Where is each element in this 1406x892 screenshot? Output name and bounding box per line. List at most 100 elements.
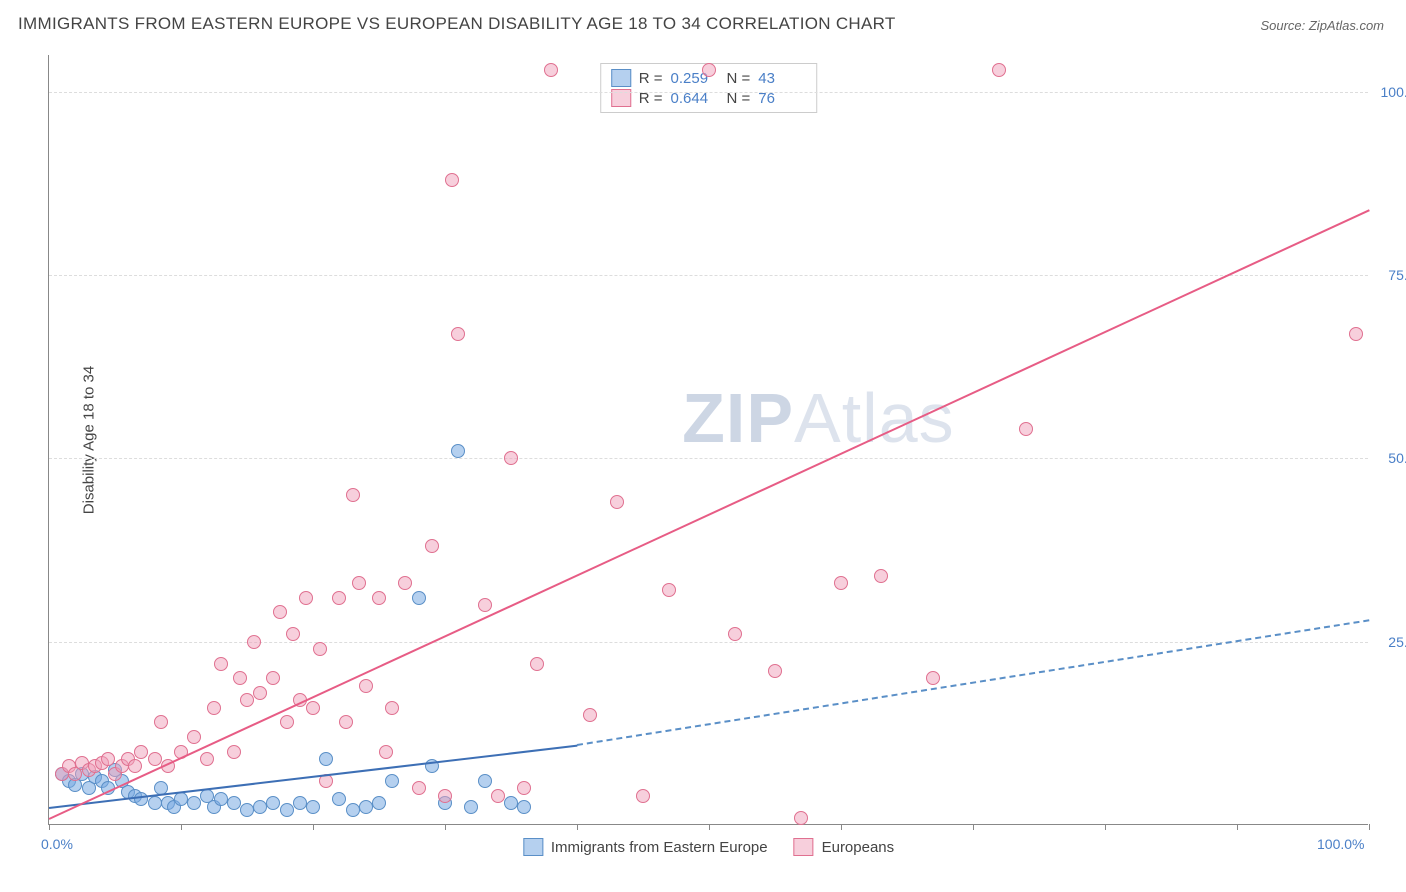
data-point-pink	[352, 576, 366, 590]
data-point-pink	[662, 583, 676, 597]
data-point-blue	[227, 796, 241, 810]
legend-swatch-pink	[794, 838, 814, 856]
y-tick-label: 75.0%	[1388, 267, 1406, 283]
r-label: R =	[639, 70, 663, 87]
data-point-pink	[874, 569, 888, 583]
data-point-pink	[207, 701, 221, 715]
data-point-pink	[636, 789, 650, 803]
x-tick	[973, 824, 974, 830]
data-point-pink	[398, 576, 412, 590]
data-point-pink	[1019, 422, 1033, 436]
data-point-blue	[214, 792, 228, 806]
data-point-blue	[174, 792, 188, 806]
data-point-blue	[412, 591, 426, 605]
data-point-pink	[187, 730, 201, 744]
data-point-pink	[728, 627, 742, 641]
legend-swatch-blue	[611, 69, 631, 87]
data-point-pink	[544, 63, 558, 77]
data-point-pink	[834, 576, 848, 590]
data-point-blue	[280, 803, 294, 817]
data-point-pink	[200, 752, 214, 766]
data-point-pink	[280, 715, 294, 729]
data-point-blue	[359, 800, 373, 814]
chart-title: IMMIGRANTS FROM EASTERN EUROPE VS EUROPE…	[18, 14, 896, 34]
data-point-blue	[240, 803, 254, 817]
data-point-pink	[992, 63, 1006, 77]
data-point-pink	[101, 752, 115, 766]
y-tick-label: 50.0%	[1388, 450, 1406, 466]
x-tick-label: 0.0%	[41, 836, 73, 852]
data-point-blue	[319, 752, 333, 766]
x-tick	[1105, 824, 1106, 830]
x-tick	[841, 824, 842, 830]
data-point-pink	[253, 686, 267, 700]
data-point-blue	[451, 444, 465, 458]
gridline	[49, 92, 1368, 93]
data-point-blue	[478, 774, 492, 788]
data-point-pink	[385, 701, 399, 715]
data-point-blue	[253, 800, 267, 814]
data-point-pink	[379, 745, 393, 759]
x-tick-label: 100.0%	[1317, 836, 1364, 852]
data-point-blue	[332, 792, 346, 806]
x-tick	[49, 824, 50, 830]
data-point-pink	[794, 811, 808, 825]
data-point-pink	[266, 671, 280, 685]
data-point-pink	[451, 327, 465, 341]
gridline	[49, 275, 1368, 276]
data-point-pink	[332, 591, 346, 605]
data-point-blue	[293, 796, 307, 810]
data-point-blue	[372, 796, 386, 810]
data-point-pink	[372, 591, 386, 605]
data-point-pink	[240, 693, 254, 707]
watermark-bold: ZIP	[682, 379, 794, 457]
x-tick	[1237, 824, 1238, 830]
data-point-pink	[306, 701, 320, 715]
data-point-pink	[128, 759, 142, 773]
data-point-pink	[339, 715, 353, 729]
data-point-pink	[445, 173, 459, 187]
data-point-pink	[148, 752, 162, 766]
trendline-pink	[49, 209, 1370, 819]
data-point-pink	[134, 745, 148, 759]
data-point-pink	[359, 679, 373, 693]
legend-swatch-blue	[523, 838, 543, 856]
legend-item-pink: Europeans	[794, 838, 895, 856]
source-attribution: Source: ZipAtlas.com	[1260, 18, 1384, 33]
x-tick	[1369, 824, 1370, 830]
legend-label-pink: Europeans	[822, 839, 895, 856]
data-point-pink	[517, 781, 531, 795]
data-point-pink	[425, 539, 439, 553]
data-point-pink	[491, 789, 505, 803]
data-point-blue	[266, 796, 280, 810]
data-point-blue	[464, 800, 478, 814]
data-point-pink	[247, 635, 261, 649]
legend-label-blue: Immigrants from Eastern Europe	[551, 839, 768, 856]
chart-plot-area: Disability Age 18 to 34 R = 0.259 N = 43…	[48, 55, 1368, 825]
y-tick-label: 100.0%	[1381, 84, 1406, 100]
data-point-pink	[233, 671, 247, 685]
data-point-pink	[1349, 327, 1363, 341]
data-point-pink	[346, 488, 360, 502]
data-point-pink	[438, 789, 452, 803]
data-point-pink	[478, 598, 492, 612]
data-point-pink	[214, 657, 228, 671]
data-point-blue	[148, 796, 162, 810]
data-point-pink	[286, 627, 300, 641]
data-point-pink	[313, 642, 327, 656]
legend-item-blue: Immigrants from Eastern Europe	[523, 838, 768, 856]
y-tick-label: 25.0%	[1388, 634, 1406, 650]
x-tick	[577, 824, 578, 830]
data-point-blue	[187, 796, 201, 810]
data-point-pink	[273, 605, 287, 619]
data-point-pink	[702, 63, 716, 77]
x-tick	[445, 824, 446, 830]
trendline-blue-ext	[577, 620, 1369, 747]
data-point-pink	[583, 708, 597, 722]
x-tick	[313, 824, 314, 830]
x-tick	[709, 824, 710, 830]
data-point-blue	[517, 800, 531, 814]
data-point-blue	[385, 774, 399, 788]
data-point-blue	[504, 796, 518, 810]
y-axis-title: Disability Age 18 to 34	[81, 365, 98, 513]
